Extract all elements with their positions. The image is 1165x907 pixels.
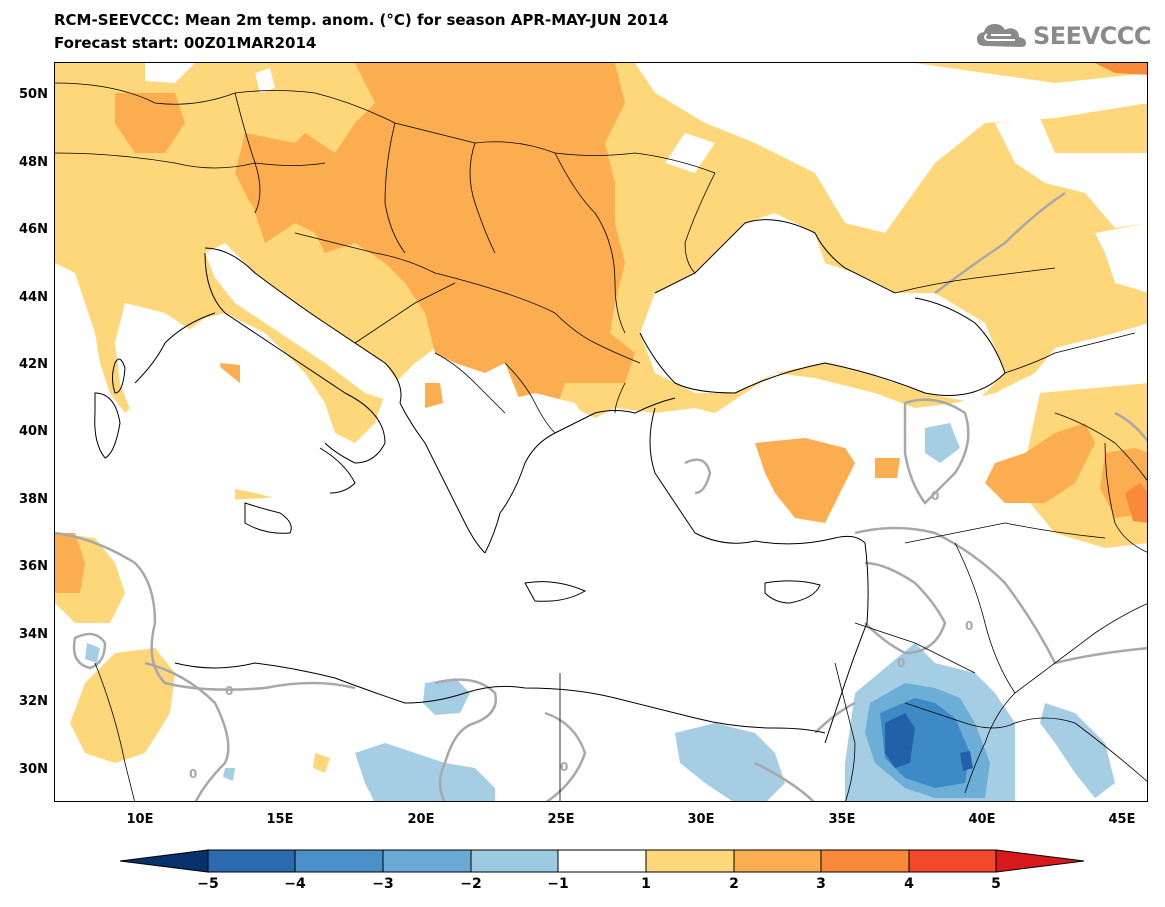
colorbar-label: −1 [547, 876, 569, 892]
colorbar-segment [820, 849, 910, 873]
colorbar-label: −4 [284, 876, 306, 892]
contour-label: 0 [189, 767, 197, 781]
lat-label: 48N [19, 155, 48, 170]
contour-label: 0 [560, 760, 568, 774]
contour-label: 0 [225, 684, 233, 698]
colorbar-label: −2 [460, 876, 482, 892]
map-title: RCM-SEEVCCC: Mean 2m temp. anom. (°C) fo… [54, 11, 669, 29]
colorbar-segment [294, 849, 384, 873]
colorbar-label: 2 [729, 876, 739, 892]
colorbar-label: 1 [641, 876, 651, 892]
contour-label: 0 [897, 656, 905, 670]
colorbar-segment [995, 849, 1085, 873]
seevccc-logo: SEEVCCC [975, 20, 1152, 52]
lon-label: 40E [968, 812, 996, 827]
colorbar-segment [645, 849, 735, 873]
lat-label: 40N [19, 424, 48, 439]
lon-label: 10E [126, 812, 154, 827]
anomaly-shading-cool-4-5 [885, 713, 973, 771]
lat-label: 32N [19, 694, 48, 709]
logo-text: SEEVCCC [1033, 22, 1152, 50]
cloud-logo-icon [977, 24, 1026, 47]
colorbar-segment [557, 849, 647, 873]
colorbar-segment [470, 849, 559, 873]
lon-label: 20E [407, 812, 435, 827]
colorbar-label: −5 [197, 876, 219, 892]
colorbar-label: 5 [991, 876, 1001, 892]
colorbar-label: −3 [372, 876, 394, 892]
lon-label: 30E [687, 812, 715, 827]
lat-label: 34N [19, 627, 48, 642]
zero-contours [55, 191, 1147, 801]
coastlines [94, 219, 1006, 744]
colorbar-segment [382, 849, 472, 873]
colorbar-label: 3 [816, 876, 826, 892]
country-borders [55, 82, 1147, 801]
lat-label: 44N [19, 290, 48, 305]
lon-label: 45E [1108, 812, 1136, 827]
contour-label: 0 [931, 489, 939, 503]
lon-label: 25E [547, 812, 575, 827]
colorbar-segment [908, 849, 997, 873]
zero-contour-labels: 0 0 0 0 0 0 [189, 489, 973, 781]
lat-label: 46N [19, 222, 48, 237]
lat-label: 42N [19, 357, 48, 372]
lon-label: 15E [266, 812, 294, 827]
lat-label: 50N [19, 87, 48, 102]
forecast-start-label: Forecast start: 00Z01MAR2014 [54, 34, 317, 52]
lat-label: 38N [19, 492, 48, 507]
lat-label: 36N [19, 559, 48, 574]
colorbar-segment [119, 849, 209, 873]
colorbar-label: 4 [904, 876, 914, 892]
contour-label: 0 [965, 619, 973, 633]
colorbar-segment [733, 849, 822, 873]
anomaly-shading-warm-3-4 [1095, 63, 1147, 523]
lon-label: 35E [828, 812, 856, 827]
anomaly-map: 0 0 0 0 0 0 [54, 62, 1148, 802]
colorbar-segment [207, 849, 296, 873]
sea-areas [115, 213, 1005, 733]
map-canvas: 0 0 0 0 0 0 [55, 63, 1147, 801]
lat-label: 30N [19, 762, 48, 777]
